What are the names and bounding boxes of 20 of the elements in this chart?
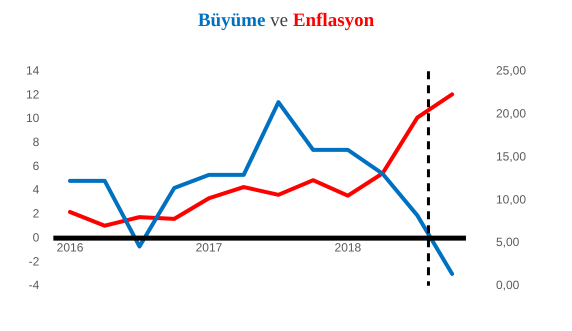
y-tick-label: 6 (32, 158, 40, 173)
y-tick-label: 4 (32, 182, 40, 197)
y-tick-label: 12 (26, 87, 40, 102)
y-tick-label: -2 (28, 254, 40, 268)
x-tick-label: 2018 (334, 240, 362, 255)
x-tick-label: 2016 (56, 240, 84, 255)
y2-tick-label: 10,00 (496, 192, 526, 206)
y2-tick-label: 20,00 (496, 106, 526, 120)
y2-tick-label: 0,00 (496, 278, 520, 292)
x-tick-label: 2017 (196, 240, 223, 255)
y-tick-label: 2 (32, 206, 40, 221)
y-tick-label: 8 (32, 135, 40, 150)
chart-title: Büyüme ve Enflasyon (198, 10, 374, 31)
y-tick-label: 0 (32, 230, 40, 244)
y-tick-label: 14 (26, 64, 40, 78)
y2-tick-label: 15,00 (496, 149, 526, 164)
y2-tick-label: 5,00 (496, 235, 520, 250)
y-tick-label: -4 (28, 278, 40, 292)
y2-tick-label: 25,00 (496, 64, 526, 78)
y-tick-label: 10 (26, 111, 40, 126)
